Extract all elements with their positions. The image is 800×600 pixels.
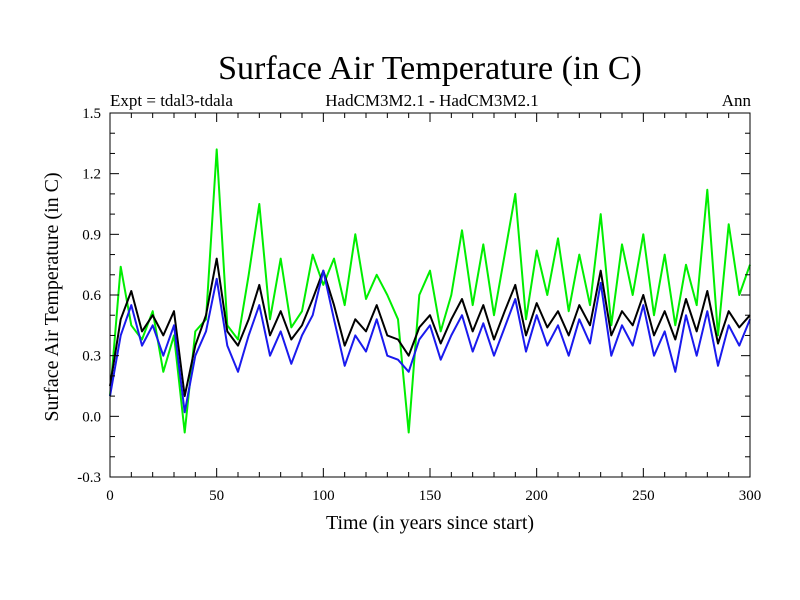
x-axis-label: Time (in years since start) [326, 512, 534, 534]
y-tick-label: -0.3 [77, 470, 101, 486]
series-line-black [109, 257, 751, 398]
series-line-green [109, 148, 751, 434]
y-tick-label: 0.9 [82, 227, 101, 243]
model-label: HadCM3M2.1 - HadCM3M2.1 [325, 91, 538, 110]
x-tick-label: 200 [525, 488, 548, 504]
x-tick-label: 100 [312, 488, 335, 504]
y-tick-label: 0.0 [82, 409, 101, 425]
y-axis-label: Surface Air Temperature (in C) [41, 172, 63, 421]
x-tick-label: 250 [632, 488, 655, 504]
chart-title: Surface Air Temperature (in C) [218, 50, 642, 87]
x-tick-label: 150 [419, 488, 442, 504]
x-tick-label: 50 [209, 488, 224, 504]
y-tick-label: 1.2 [82, 167, 101, 183]
experiment-label: Expt = tdal3-tdala [110, 91, 233, 110]
ticks-layer: 0 50 100 150 200 250 300 -0.3 0.0 0.3 0.6 0.9 1.2 1.5 [77, 106, 761, 504]
x-tick-label: 0 [106, 488, 114, 504]
y-tick-label: 0.6 [82, 288, 101, 304]
series-line-blue [109, 269, 751, 414]
y-tick-label: 1.5 [82, 106, 101, 122]
plot-frame [109, 112, 751, 478]
season-label: Ann [722, 91, 752, 110]
y-tick-label: 0.3 [82, 349, 101, 365]
x-tick-label: 300 [739, 488, 762, 504]
series-layer [109, 148, 751, 434]
